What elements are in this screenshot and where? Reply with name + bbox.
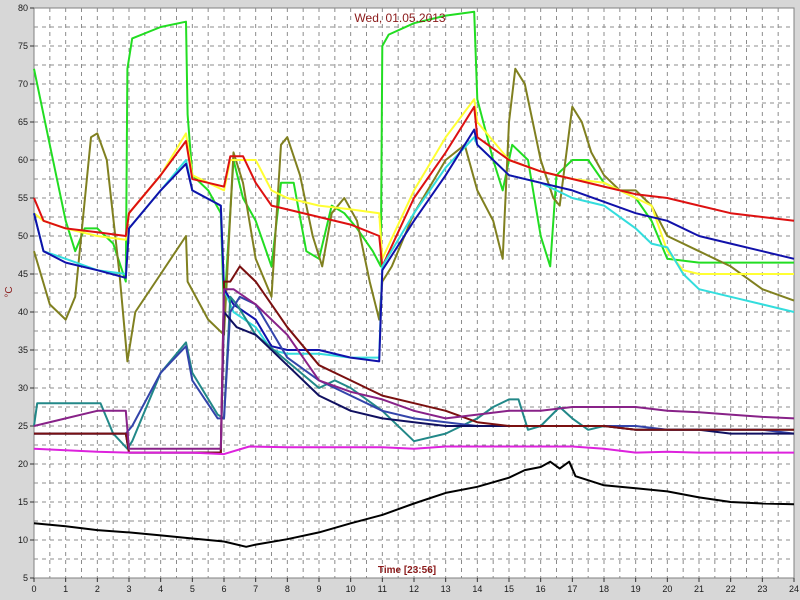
x-tick-label: 6 bbox=[221, 584, 226, 594]
x-tick-label: 11 bbox=[378, 584, 387, 594]
y-tick-label: 80 bbox=[18, 3, 28, 13]
x-tick-label: 16 bbox=[536, 584, 546, 594]
x-tick-label: 1 bbox=[63, 584, 68, 594]
y-tick-label: 75 bbox=[18, 41, 28, 51]
x-tick-label: 8 bbox=[285, 584, 290, 594]
grid-lines bbox=[34, 8, 794, 578]
x-tick-label: 24 bbox=[789, 584, 799, 594]
y-tick-label: 65 bbox=[18, 117, 28, 127]
x-tick-label: 12 bbox=[409, 584, 419, 594]
y-tick-label: 20 bbox=[18, 459, 28, 469]
x-tick-label: 0 bbox=[31, 584, 36, 594]
series-line-2 bbox=[33, 67, 795, 363]
y-axis-ticks: 5 10 15 20 25 30 35 40 45 50 55 60 65 70 75 80 bbox=[18, 3, 34, 583]
x-tick-label: 14 bbox=[472, 584, 482, 594]
y-tick-label: 35 bbox=[18, 345, 28, 355]
series-line-13 bbox=[33, 460, 795, 548]
x-tick-label: 13 bbox=[441, 584, 451, 594]
x-tick-label: 9 bbox=[316, 584, 321, 594]
series-line-11 bbox=[33, 288, 795, 450]
x-tick-label: 2 bbox=[95, 584, 100, 594]
series-line-1 bbox=[33, 10, 794, 313]
y-tick-label: 30 bbox=[18, 383, 28, 393]
x-tick-label: 3 bbox=[126, 584, 131, 594]
y-tick-label: 45 bbox=[18, 269, 28, 279]
x-axis-ticks: 0 1 2 3 4 5 6 7 8 9 10 11 12 13 14 15 16 17 18 19 20 21 22 23 24 bbox=[31, 578, 799, 594]
y-tick-label: 10 bbox=[18, 535, 28, 545]
y-tick-label: 50 bbox=[18, 231, 28, 241]
y-tick-label: 55 bbox=[18, 193, 28, 203]
x-tick-label: 5 bbox=[190, 584, 195, 594]
chart-title: Wed, 01.05.2013 bbox=[354, 11, 446, 25]
x-tick-label: 4 bbox=[158, 584, 163, 594]
series-line-6 bbox=[33, 128, 795, 363]
x-tick-label: 20 bbox=[662, 584, 672, 594]
x-tick-label: 10 bbox=[346, 584, 356, 594]
x-tick-label: 17 bbox=[567, 584, 577, 594]
y-tick-label: 70 bbox=[18, 79, 28, 89]
series-line-4 bbox=[33, 105, 795, 268]
series-lines bbox=[33, 10, 795, 548]
y-tick-label: 40 bbox=[18, 307, 28, 317]
y-tick-label: 5 bbox=[23, 573, 28, 583]
x-tick-label: 18 bbox=[599, 584, 609, 594]
y-tick-label: 60 bbox=[18, 155, 28, 165]
series-line-8 bbox=[34, 295, 795, 435]
y-axis-label: °C bbox=[4, 286, 15, 297]
x-tick-label: 19 bbox=[631, 584, 641, 594]
x-tick-label: 23 bbox=[757, 584, 767, 594]
x-tick-label: 7 bbox=[253, 584, 258, 594]
y-tick-label: 15 bbox=[18, 497, 28, 507]
x-tick-label: 22 bbox=[726, 584, 736, 594]
x-tick-label: 21 bbox=[694, 584, 704, 594]
series-line-12 bbox=[33, 445, 794, 456]
x-axis-label: Time [23:56] bbox=[378, 565, 436, 576]
x-tick-label: 15 bbox=[504, 584, 514, 594]
y-tick-label: 25 bbox=[18, 421, 28, 431]
